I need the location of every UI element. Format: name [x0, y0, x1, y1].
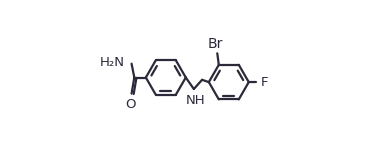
Text: H₂N: H₂N [100, 56, 125, 69]
Text: NH: NH [186, 94, 205, 107]
Text: O: O [126, 98, 136, 111]
Text: F: F [260, 76, 268, 89]
Text: Br: Br [208, 37, 223, 51]
